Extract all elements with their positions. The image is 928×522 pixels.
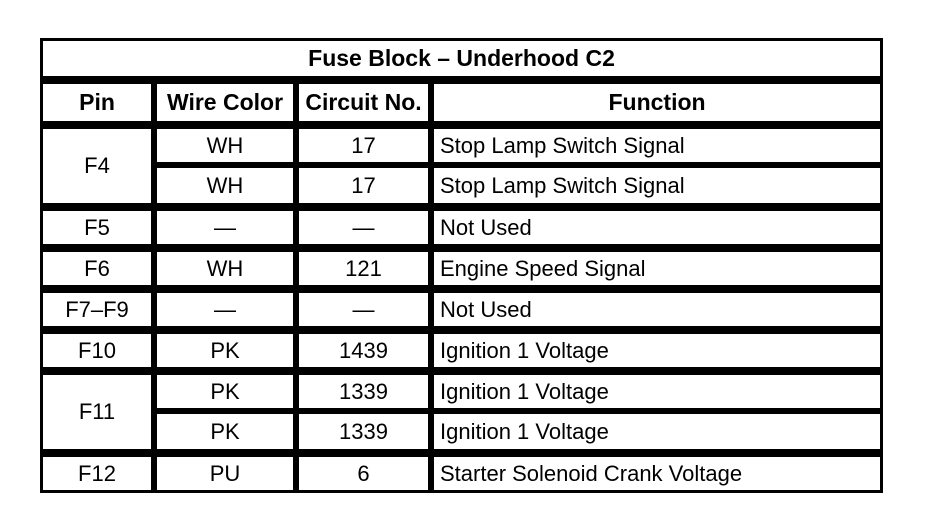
cell-function: Not Used <box>431 206 884 247</box>
header-row: Pin Wire Color Circuit No. Function <box>40 79 884 124</box>
cell-function: Not Used <box>431 288 884 329</box>
cell-function: Ignition 1 Voltage <box>431 411 884 452</box>
col-header-circuit-no: Circuit No. <box>296 79 431 124</box>
cell-pin-f7-f9: F7–F9 <box>40 288 154 329</box>
table-row-f4-1: F4 WH 17 Stop Lamp Switch Signal <box>40 124 884 206</box>
table-row-f11-1: F11 PK 1339 Ignition 1 Voltage <box>40 370 884 452</box>
col-header-wire-color: Wire Color <box>154 79 296 124</box>
cell-circuit-no: — <box>296 288 431 329</box>
cell-pin-f5: F5 <box>40 206 154 247</box>
cell-circuit-no: — <box>296 206 431 247</box>
cell-circuit-no: 1339 <box>296 411 431 452</box>
cell-pin-f12: F12 <box>40 452 154 493</box>
cell-pin-f4: F4 <box>40 124 154 206</box>
col-header-pin: Pin <box>40 79 154 124</box>
cell-wire-color: WH <box>154 165 296 206</box>
table-row-f12: F12 PU 6 Starter Solenoid Crank Voltage <box>40 452 884 493</box>
table-row-f11-2: PK 1339 Ignition 1 Voltage <box>40 411 884 452</box>
cell-pin-f11: F11 <box>40 370 154 452</box>
cell-circuit-no: 1439 <box>296 329 431 370</box>
cell-wire-color: WH <box>154 124 296 165</box>
cell-wire-color: — <box>154 288 296 329</box>
cell-wire-color: WH <box>154 247 296 288</box>
cell-function: Ignition 1 Voltage <box>431 329 884 370</box>
cell-function: Engine Speed Signal <box>431 247 884 288</box>
cell-wire-color: — <box>154 206 296 247</box>
cell-wire-color: PK <box>154 329 296 370</box>
col-header-function: Function <box>431 79 884 124</box>
title-row: Fuse Block – Underhood C2 <box>40 38 884 79</box>
cell-function: Stop Lamp Switch Signal <box>431 124 884 165</box>
cell-function: Ignition 1 Voltage <box>431 370 884 411</box>
cell-function: Starter Solenoid Crank Voltage <box>431 452 884 493</box>
cell-circuit-no: 121 <box>296 247 431 288</box>
table-title: Fuse Block – Underhood C2 <box>40 38 884 79</box>
cell-pin-f10: F10 <box>40 329 154 370</box>
cell-function: Stop Lamp Switch Signal <box>431 165 884 206</box>
cell-wire-color: PU <box>154 452 296 493</box>
cell-wire-color: PK <box>154 370 296 411</box>
table-row-f6: F6 WH 121 Engine Speed Signal <box>40 247 884 288</box>
table-row-f7-f9: F7–F9 — — Not Used <box>40 288 884 329</box>
table-row-f10: F10 PK 1439 Ignition 1 Voltage <box>40 329 884 370</box>
cell-circuit-no: 17 <box>296 165 431 206</box>
cell-wire-color: PK <box>154 411 296 452</box>
cell-circuit-no: 17 <box>296 124 431 165</box>
table-row-f5: F5 — — Not Used <box>40 206 884 247</box>
fuse-block-table: Fuse Block – Underhood C2 Pin Wire Color… <box>40 38 884 493</box>
cell-circuit-no: 6 <box>296 452 431 493</box>
table-row-f4-2: WH 17 Stop Lamp Switch Signal <box>40 165 884 206</box>
cell-circuit-no: 1339 <box>296 370 431 411</box>
cell-pin-f6: F6 <box>40 247 154 288</box>
